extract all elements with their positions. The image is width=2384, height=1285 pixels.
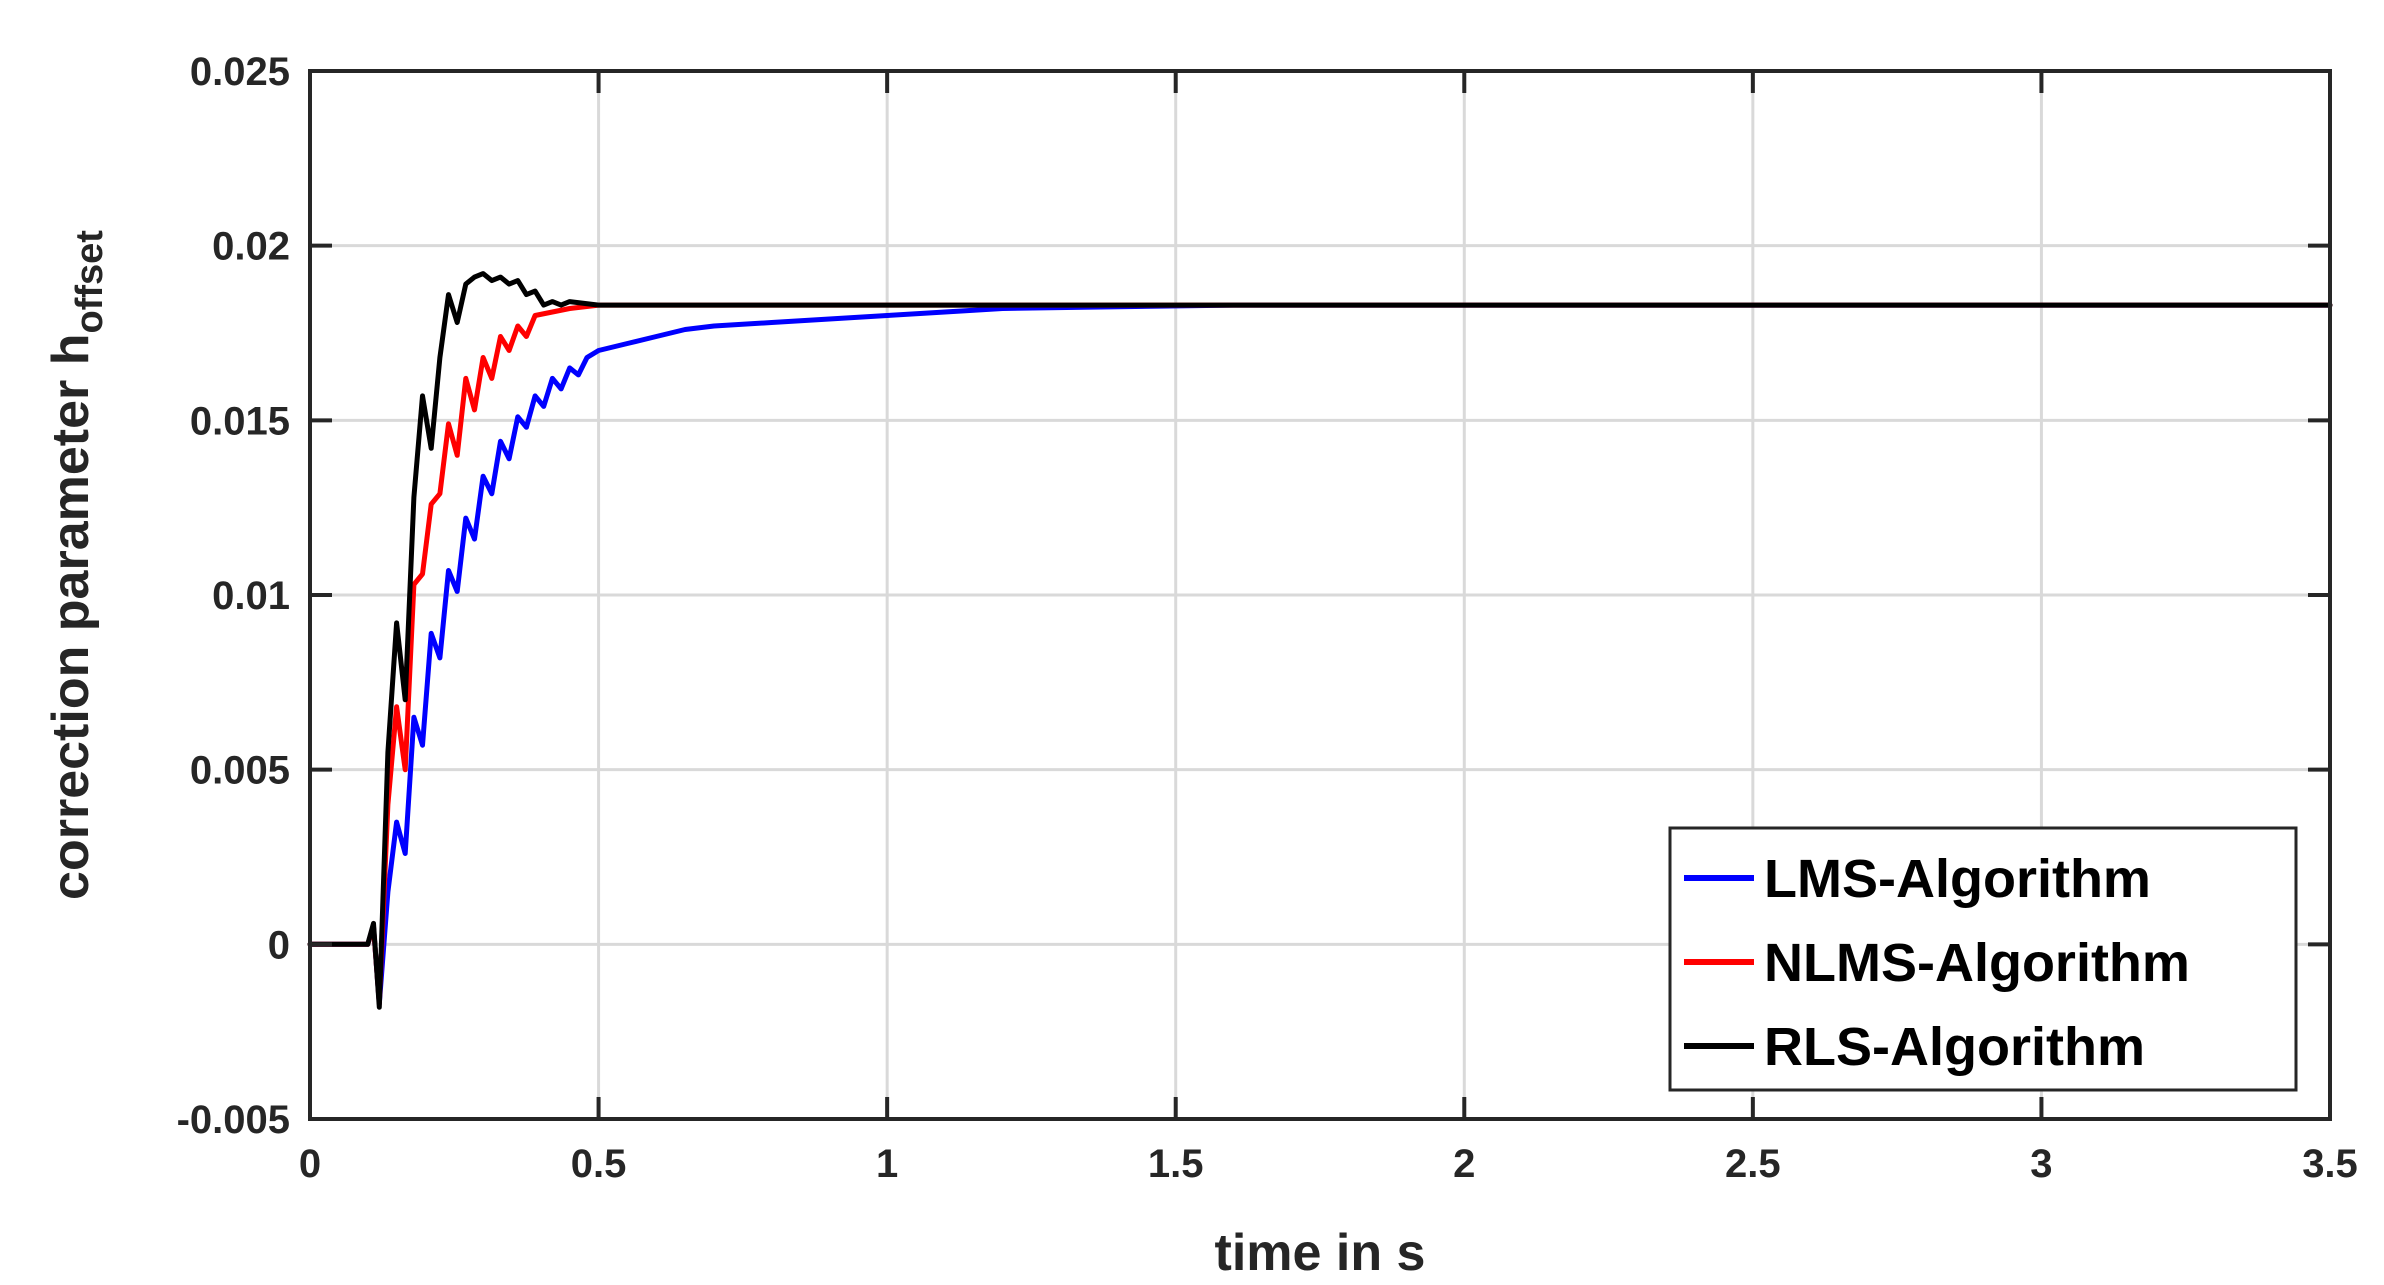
y-tick-label: 0 [268, 923, 290, 967]
x-tick-label: 1 [876, 1142, 898, 1186]
legend-label: LMS-Algorithm [1764, 849, 2151, 909]
x-tick-label: 3 [2030, 1142, 2052, 1186]
axis-ticks [308, 69, 2332, 1121]
y-tick-labels: -0.005 0 0.005 0.01 0.015 0.02 0.025 [177, 50, 290, 1142]
y-axis-label: correction parameter hoffset [42, 230, 111, 900]
y-tick-label: 0.01 [212, 574, 290, 618]
y-axis-label-main: correction parameter h [42, 334, 100, 900]
y-tick-label: -0.005 [177, 1098, 290, 1142]
x-tick-label: 0.5 [571, 1142, 627, 1186]
y-tick-label: 0.005 [190, 749, 290, 793]
x-tick-labels: 0 0.5 1 1.5 2 2.5 3 3.5 [299, 1142, 2358, 1186]
series-line-lms-algorithm [307, 302, 2333, 1007]
y-tick-label: 0.015 [190, 399, 290, 443]
x-axis-label: time in s [1215, 1224, 1426, 1282]
series-line-rls-algorithm [307, 271, 2333, 1010]
x-tick-label: 1.5 [1148, 1142, 1204, 1186]
y-tick-label: 0.02 [212, 225, 290, 269]
y-tick-label: 0.025 [190, 50, 290, 94]
legend-box [1668, 826, 2298, 1092]
legend-label: NLMS-Algorithm [1764, 933, 2190, 993]
series-line-nlms-algorithm [307, 302, 2333, 1007]
y-axis-label-subscript: offset [69, 230, 111, 334]
legend: LMS-Algorithm NLMS-Algorithm RLS-Algorithm [1668, 826, 2298, 1092]
x-tick-label: 2.5 [1725, 1142, 1781, 1186]
series-lines [307, 271, 2333, 1010]
x-tick-label: 0 [299, 1142, 321, 1186]
legend-label: RLS-Algorithm [1764, 1017, 2145, 1077]
x-tick-label: 2 [1453, 1142, 1475, 1186]
x-tick-label: 3.5 [2302, 1142, 2358, 1186]
